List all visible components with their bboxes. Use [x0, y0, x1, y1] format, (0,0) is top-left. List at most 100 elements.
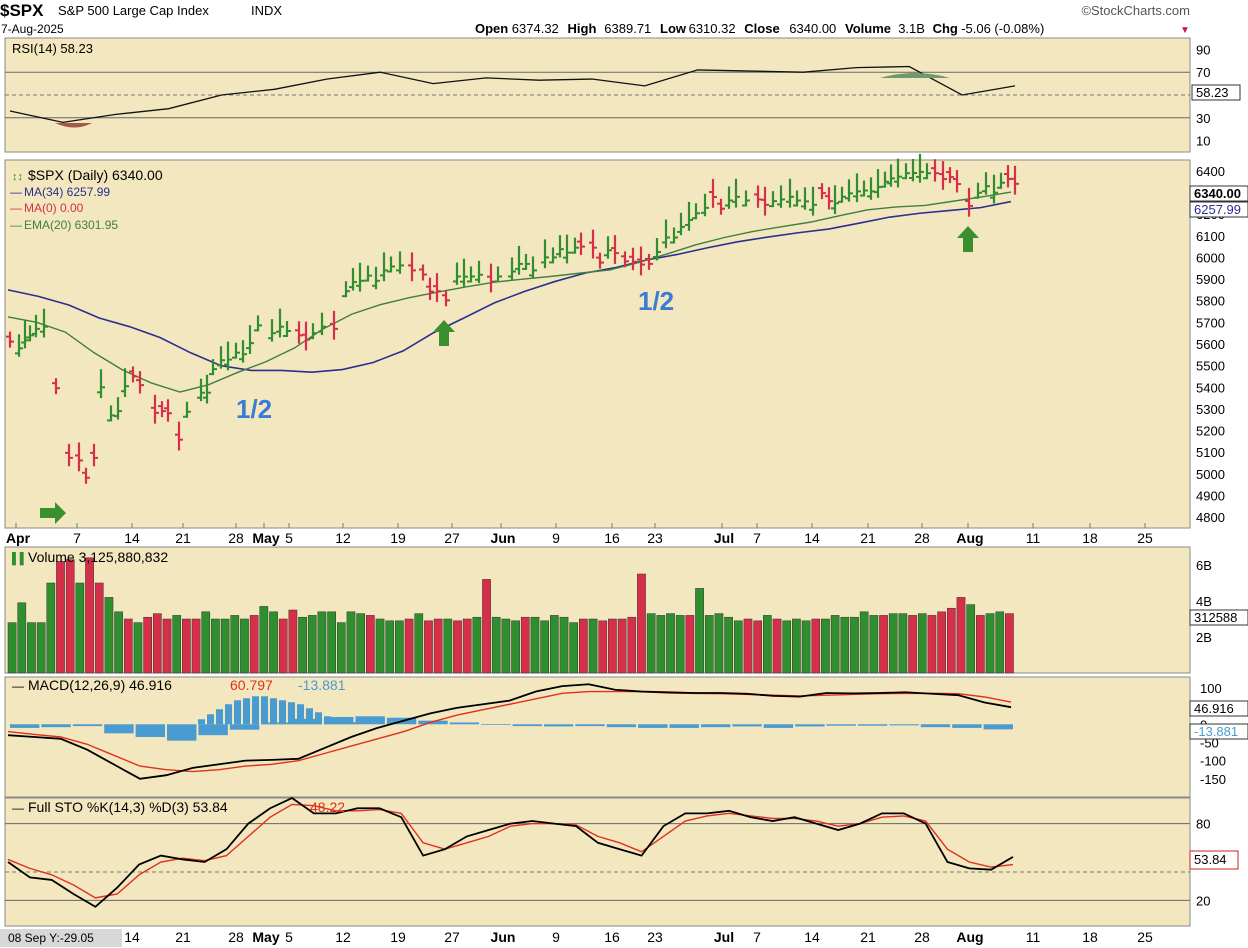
- volume-bar: [627, 616, 637, 674]
- price-bar: [923, 163, 931, 180]
- volume-bar: [201, 611, 211, 674]
- up-arrow: [433, 320, 455, 346]
- price-bar: [909, 158, 917, 182]
- price-bar: [701, 193, 709, 217]
- price-bar: [175, 421, 183, 451]
- price-bar: [1011, 165, 1019, 195]
- price-bar: [677, 212, 685, 236]
- price-bar: [65, 443, 73, 467]
- price-bar: [460, 258, 468, 288]
- x-tick-label: 9: [552, 530, 560, 546]
- price-bar: [853, 173, 861, 203]
- volume-bar: [821, 618, 830, 674]
- price-bar: [246, 325, 254, 354]
- price-bar: [931, 159, 939, 182]
- quote-label-volume: Volume: [845, 21, 891, 36]
- x-tick-label: 11: [1026, 530, 1041, 546]
- price-bar: [467, 266, 475, 283]
- volume-ytick: 6B: [1196, 558, 1212, 573]
- price-bar: [946, 167, 954, 184]
- price-bar: [302, 321, 310, 351]
- x-tick-label: 23: [647, 530, 663, 546]
- quote-value-chg: -5.06 (-0.08%): [961, 21, 1044, 36]
- volume-bar: [491, 616, 501, 674]
- volume-bar: [908, 615, 917, 674]
- volume-bar: [424, 620, 433, 674]
- x-tick-label: Jul: [714, 530, 734, 546]
- price-bar: [990, 174, 998, 204]
- volume-bar: [172, 615, 182, 674]
- volume-bar: [375, 618, 385, 674]
- price-bar: [604, 236, 612, 259]
- price-bar: [645, 253, 653, 270]
- x-tick-label-bottom: 16: [604, 929, 620, 945]
- volume-bar: [559, 616, 569, 674]
- volume-bar: [569, 622, 579, 674]
- volume-bar: [714, 613, 724, 674]
- macd-signal-line: [7, 690, 1012, 773]
- volume-bar: [327, 611, 336, 674]
- quote-label-open: Open: [475, 21, 508, 36]
- price-bar: [997, 172, 1005, 189]
- ema20-line: [7, 191, 1012, 393]
- price-bar: [692, 203, 700, 220]
- header-symbol: $SPX: [0, 1, 44, 20]
- volume-bar: [472, 616, 482, 674]
- price-ytick: 6000: [1196, 250, 1225, 265]
- x-tick-label-bottom: Jul: [714, 929, 734, 945]
- price-bar: [318, 312, 326, 336]
- volume-bar: [27, 622, 36, 674]
- quote-label-low: Low: [660, 21, 687, 36]
- volume-bar: [220, 618, 230, 674]
- volume-bar: [792, 618, 801, 674]
- price-bar: [965, 187, 973, 217]
- price-bar: [670, 227, 678, 244]
- price-bar: [563, 234, 571, 264]
- volume-bar: [1005, 613, 1014, 674]
- macd-histogram-bar: [261, 696, 268, 725]
- quote-label-close: Close: [744, 21, 779, 36]
- volume-bar: [366, 615, 375, 674]
- price-ytick: 5800: [1196, 294, 1225, 309]
- annotation-half-2: 1/2: [638, 286, 674, 316]
- volume-bar: [743, 618, 753, 674]
- volume-bar: [695, 588, 704, 674]
- volume-bar: [259, 606, 269, 674]
- ma34-last-box: [1189, 201, 1248, 218]
- macd-ytick: -150: [1200, 772, 1226, 787]
- price-bar: [887, 164, 895, 187]
- price-bar: [475, 260, 483, 284]
- price-bar: [364, 265, 372, 282]
- macd-histogram-bar: [732, 724, 762, 727]
- volume-bar: [346, 611, 356, 674]
- volume-bar: [888, 613, 898, 674]
- price-bar: [426, 277, 434, 301]
- rsi-legend: RSI(14) 58.23: [12, 41, 93, 56]
- macd-histogram-bar: [198, 719, 205, 725]
- x-tick-label-bottom: Aug: [956, 929, 983, 945]
- x-tick-label: 21: [860, 530, 876, 546]
- price-bar: [939, 161, 947, 190]
- x-tick-label-bottom: 28: [228, 929, 244, 945]
- price-bar: [151, 394, 159, 424]
- price-bar: [831, 185, 839, 215]
- price-last-label: 6340.00: [1194, 186, 1241, 201]
- quote-label-high: High: [568, 21, 597, 36]
- volume-bar: [501, 618, 511, 674]
- volume-bar: [46, 582, 56, 674]
- volume-bar: [269, 611, 278, 674]
- macd-histogram-bar: [342, 721, 349, 725]
- macd-histogram-bar: [167, 724, 197, 741]
- sto-k-line: [7, 796, 1014, 908]
- macd-last-label: 46.916: [1194, 701, 1234, 716]
- sto-panel: [4, 797, 1191, 927]
- x-tick-label-bottom: 19: [390, 929, 406, 945]
- macd-histogram-bar: [952, 724, 982, 728]
- price-bar: [419, 264, 427, 281]
- header-date: 7-Aug-2025: [1, 22, 64, 36]
- price-bar: [494, 266, 502, 283]
- volume-bar: [414, 613, 424, 674]
- volume-bar: [152, 613, 162, 674]
- price-bar: [232, 342, 240, 359]
- rsi-overbought-shade: [880, 73, 950, 78]
